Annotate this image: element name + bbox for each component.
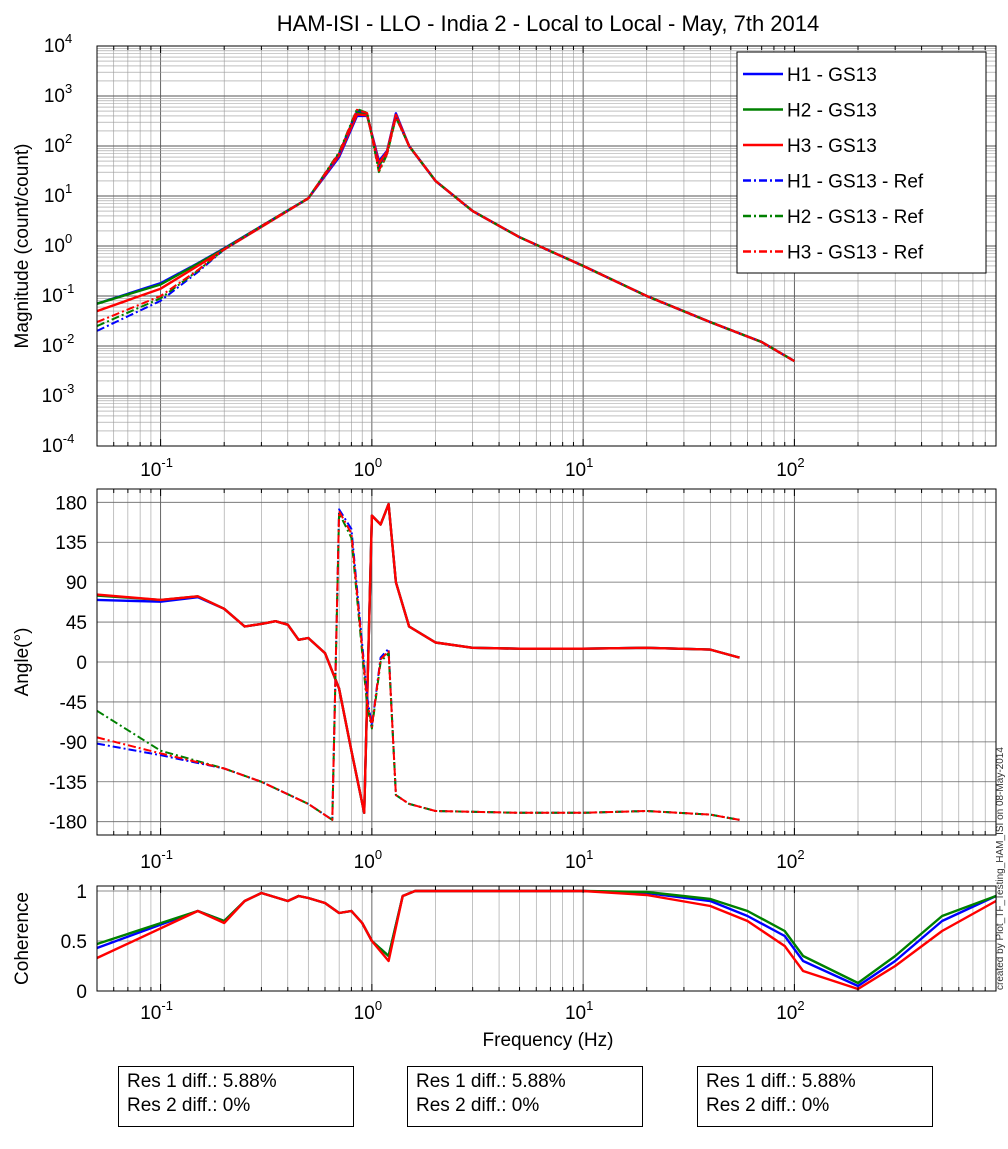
- legend-label: H1 - GS13 - Ref: [787, 172, 924, 193]
- frequency-xlabel: Frequency (Hz): [483, 1030, 614, 1051]
- res1-diff-text: Res 1 diff.: 5.88%: [127, 1071, 277, 1092]
- legend: H1 - GS13 H2 - GS13 H3 - GS13 H1 - GS13 - R…: [736, 51, 987, 274]
- x-tick-label: 100: [354, 455, 382, 481]
- res2-diff-text: Res 2 diff.: 0%: [706, 1095, 830, 1116]
- series-line: [96, 502, 740, 814]
- series-line: [96, 109, 795, 362]
- x-tick-label: 10-1: [140, 847, 173, 873]
- y-tick-label: 0.5: [61, 932, 87, 953]
- series-line: [96, 113, 796, 363]
- y-tick-label: 45: [66, 613, 87, 634]
- y-tick-label: 135: [55, 533, 87, 554]
- y-tick-label: 100: [44, 231, 72, 257]
- legend-box: [736, 51, 987, 274]
- x-tick-label: 102: [776, 998, 804, 1024]
- series-line: [96, 889, 997, 988]
- series-line: [96, 112, 796, 363]
- series-line: [96, 510, 740, 821]
- y-tick-label: 10-4: [42, 431, 75, 457]
- y-tick-label: 103: [44, 81, 72, 107]
- coherence-ylabel: Coherence: [12, 892, 33, 985]
- resonance-box-2: Res 1 diff.: 5.88% Res 2 diff.: 0%: [407, 1066, 643, 1127]
- series-line: [96, 502, 740, 814]
- legend-label: H2 - GS13 - Ref: [787, 207, 924, 228]
- series-line: [96, 889, 997, 991]
- y-tick-label: 1: [76, 882, 87, 903]
- legend-label: H1 - GS13: [787, 65, 877, 86]
- magnitude-ylabel: Magnitude (count/count): [12, 144, 33, 349]
- y-tick-label: 104: [44, 31, 72, 57]
- res2-diff-text: Res 2 diff.: 0%: [416, 1095, 540, 1116]
- x-tick-label: 10-1: [140, 455, 173, 481]
- resonance-box-1: Res 1 diff.: 5.88% Res 2 diff.: 0%: [118, 1066, 354, 1127]
- x-tick-label: 102: [776, 455, 804, 481]
- x-tick-label: 10-1: [140, 998, 173, 1024]
- series-line: [96, 110, 796, 363]
- y-tick-label: 10-2: [42, 331, 75, 357]
- legend-label: H3 - GS13 - Ref: [787, 243, 924, 264]
- phase-ylabel: Angle(°): [12, 628, 33, 697]
- y-tick-label: -45: [60, 693, 87, 714]
- series-line: [96, 108, 795, 362]
- x-tick-label: 102: [776, 847, 804, 873]
- y-tick-label: -135: [49, 773, 87, 794]
- y-tick-label: 102: [44, 131, 72, 157]
- res2-diff-text: Res 2 diff.: 0%: [127, 1095, 251, 1116]
- resonance-box-3: Res 1 diff.: 5.88% Res 2 diff.: 0%: [697, 1066, 933, 1127]
- x-tick-label: 101: [565, 847, 593, 873]
- series-line: [96, 512, 740, 821]
- x-tick-label: 101: [565, 998, 593, 1024]
- legend-label: H2 - GS13: [787, 101, 877, 122]
- x-tick-label: 100: [354, 847, 382, 873]
- phase-plot: 10-1 100 101 102 180 135 90 45 0 -45 -90 -135 -180 A…: [12, 488, 997, 873]
- res1-diff-text: Res 1 diff.: 5.88%: [706, 1071, 856, 1092]
- y-tick-label: 0: [76, 982, 87, 1003]
- x-tick-label: 101: [565, 455, 593, 481]
- y-tick-label: 0: [76, 653, 87, 674]
- y-tick-label: -90: [60, 733, 87, 754]
- y-tick-label: 10-1: [42, 281, 75, 307]
- y-tick-label: 180: [55, 493, 87, 514]
- series-line: [96, 108, 795, 362]
- magnitude-plot: 10-1 100 101 102 10-4 10-3 10-2 10-1 100 101 102 10…: [12, 31, 997, 481]
- y-tick-label: 10-3: [42, 381, 75, 407]
- figure-title: HAM-ISI - LLO - India 2 - Local to Local…: [277, 11, 820, 36]
- watermark-text: created by Plot_TF_Testing_HAM_ISI on 08…: [995, 747, 1006, 990]
- y-tick-label: 101: [44, 181, 72, 207]
- legend-label: H3 - GS13: [787, 136, 877, 157]
- series-line: [96, 508, 740, 821]
- x-tick-label: 100: [354, 998, 382, 1024]
- coherence-plot: 10-1 100 101 102 1 0.5 0 Coherence Frequency (…: [12, 882, 997, 1051]
- series-line: [96, 502, 740, 814]
- y-tick-label: 90: [66, 573, 87, 594]
- series-line: [96, 889, 997, 985]
- y-tick-label: -180: [49, 813, 87, 834]
- res1-diff-text: Res 1 diff.: 5.88%: [416, 1071, 566, 1092]
